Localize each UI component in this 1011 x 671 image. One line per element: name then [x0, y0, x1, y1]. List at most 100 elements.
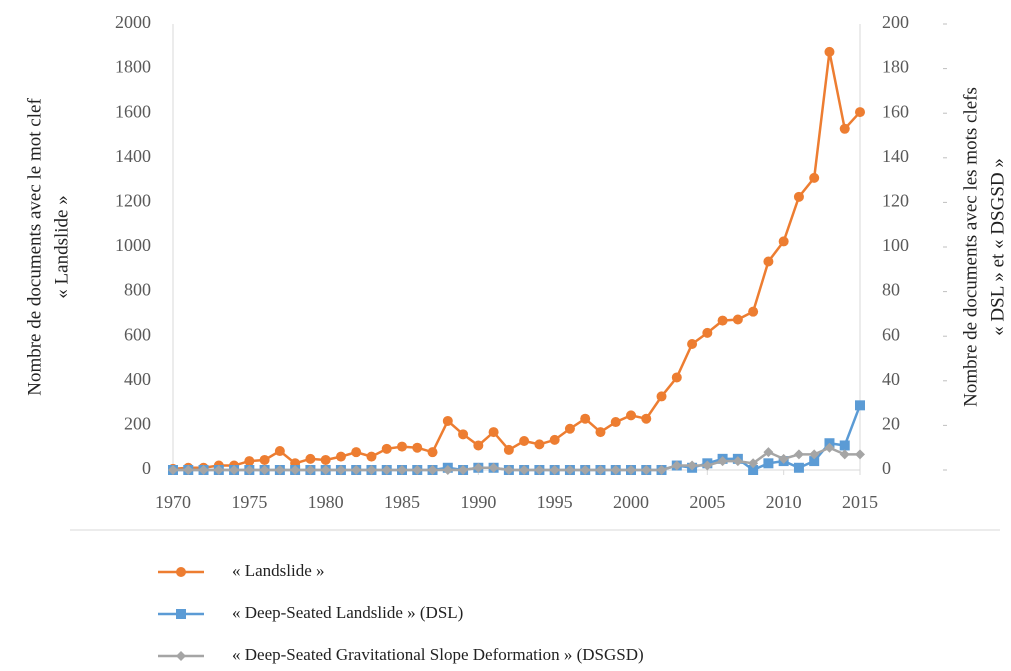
point [626, 465, 636, 475]
y2-tick-label: 140 [882, 146, 909, 166]
point [259, 465, 270, 475]
point [549, 434, 560, 445]
point [656, 465, 667, 475]
point [427, 465, 438, 475]
series-line [173, 446, 860, 472]
y-axis-label: Nombre de documents avec le mot clef [24, 98, 45, 396]
y2-tick-label: 20 [882, 414, 900, 434]
point [473, 440, 484, 451]
point [488, 427, 499, 438]
y2-axis-label: Nombre de documents avec les mots clefs [960, 87, 981, 407]
point [610, 417, 621, 428]
y-tick-label: 2000 [115, 12, 151, 32]
point [748, 465, 759, 475]
point [381, 443, 392, 454]
point [305, 465, 316, 475]
y2-tick-label: 60 [882, 324, 900, 344]
point [442, 465, 453, 475]
point [274, 446, 285, 457]
point [564, 423, 575, 434]
point [641, 413, 652, 424]
point [549, 465, 560, 475]
point [671, 460, 682, 471]
point [320, 465, 331, 475]
point [335, 451, 346, 462]
y2-tick-label: 120 [882, 191, 909, 211]
y-tick-label: 1600 [115, 101, 151, 121]
x-tick-label: 2010 [766, 492, 802, 512]
point [244, 456, 255, 467]
point [229, 465, 240, 475]
y2-axis-label: « DSL » et « DSGSD » [987, 158, 1008, 336]
x-tick-label: 2000 [613, 492, 649, 512]
series-line [172, 51, 861, 471]
y-tick-label: 1800 [115, 57, 151, 77]
y-tick-label: 200 [124, 414, 151, 434]
point [290, 465, 301, 475]
point [671, 372, 682, 383]
x-tick-label: 1970 [155, 492, 191, 512]
point [534, 465, 545, 475]
point [610, 465, 621, 475]
point [855, 449, 865, 460]
point [763, 458, 774, 469]
point [793, 462, 804, 473]
point [335, 465, 346, 475]
point [580, 465, 591, 475]
point [213, 465, 224, 475]
point [702, 460, 713, 471]
point [412, 465, 423, 475]
legend-marker [176, 567, 186, 577]
point [488, 462, 499, 473]
legend-marker [176, 609, 186, 619]
point [366, 451, 377, 462]
point [168, 465, 178, 475]
y2-tick-label: 0 [882, 458, 891, 478]
y2-tick-label: 80 [882, 280, 900, 300]
legend-label: « Deep-Seated Gravitational Slope Deform… [232, 645, 644, 664]
point [641, 465, 652, 475]
point [274, 465, 285, 475]
x-tick-label: 1995 [537, 492, 573, 512]
x-tick-label: 2015 [842, 492, 878, 512]
point [687, 460, 698, 471]
y-tick-label: 600 [124, 324, 151, 344]
point [244, 465, 255, 475]
point [793, 191, 804, 202]
y2-tick-label: 100 [882, 235, 909, 255]
point [839, 123, 850, 134]
y-tick-label: 0 [142, 458, 151, 478]
point [427, 447, 438, 458]
point [198, 465, 209, 475]
point [855, 400, 865, 411]
point [458, 465, 469, 475]
y-tick-label: 400 [124, 369, 151, 389]
point [519, 436, 530, 447]
point [320, 454, 331, 465]
point [778, 453, 789, 464]
point [458, 429, 469, 440]
y2-tick-label: 160 [882, 101, 909, 121]
point [687, 339, 698, 350]
point [809, 456, 820, 467]
point [442, 415, 453, 426]
point [748, 306, 759, 317]
x-tick-label: 1975 [231, 492, 267, 512]
point [595, 427, 606, 438]
point [732, 314, 743, 325]
point [351, 447, 362, 458]
point [183, 465, 194, 475]
point [259, 454, 270, 465]
point [839, 440, 850, 451]
point [824, 442, 835, 453]
legend-marker [176, 651, 186, 661]
point [855, 107, 865, 118]
x-tick-label: 1985 [384, 492, 420, 512]
point [351, 465, 362, 475]
y-tick-label: 800 [124, 280, 151, 300]
point [305, 453, 316, 464]
point [473, 462, 484, 473]
point [381, 465, 392, 475]
point [534, 439, 545, 450]
